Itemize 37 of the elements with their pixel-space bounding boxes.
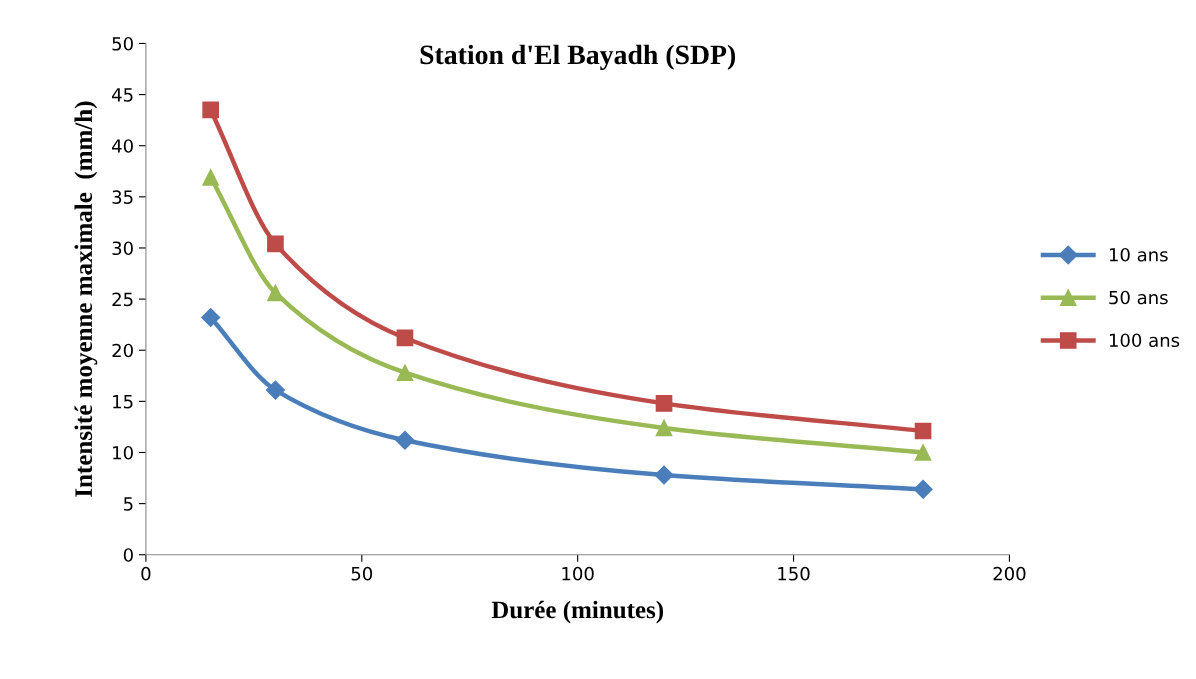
y-tick-label: 40 [112, 139, 133, 153]
y-tick-label: 25 [112, 292, 133, 307]
y-tick-label: 10 [113, 445, 133, 460]
x-tick-label: 100 [562, 566, 594, 581]
point [655, 395, 673, 412]
point [914, 422, 932, 440]
point [267, 235, 284, 253]
point [202, 169, 220, 186]
x-tick-label: 150 [778, 566, 810, 581]
chart-title: Station d'El Bayadh (SDP) [420, 44, 736, 70]
point [265, 380, 285, 400]
y-axis-title: Intensité moyenne maximale (mm/h) [74, 101, 98, 497]
point [395, 430, 415, 450]
legend-label: 10 ans [1109, 247, 1168, 262]
y-tick-label: 0 [123, 548, 133, 562]
legend-label: 100 ans [1109, 333, 1180, 348]
y-tick-label: 30 [112, 241, 133, 256]
point [201, 307, 221, 328]
y-tick-label: 50 [112, 36, 133, 51]
x-tick-label: 0 [141, 566, 151, 581]
point [396, 329, 414, 347]
y-tick-label: 45 [112, 88, 133, 102]
y-tick-label: 20 [112, 343, 133, 358]
x-tick-label: 200 [993, 566, 1026, 581]
x-tick-label: 50 [351, 566, 373, 581]
point [914, 444, 932, 461]
point [913, 479, 933, 499]
y-tick-label: 5 [124, 497, 133, 511]
y-tick-label: 15 [113, 395, 133, 409]
point [654, 465, 674, 485]
point [396, 364, 414, 382]
point [202, 101, 220, 119]
x-axis-title: Durée (minutes) [491, 600, 664, 624]
legend-label: 50 ans [1109, 290, 1168, 305]
y-tick-label: 35 [112, 190, 133, 204]
point [267, 284, 284, 302]
point [655, 419, 673, 437]
